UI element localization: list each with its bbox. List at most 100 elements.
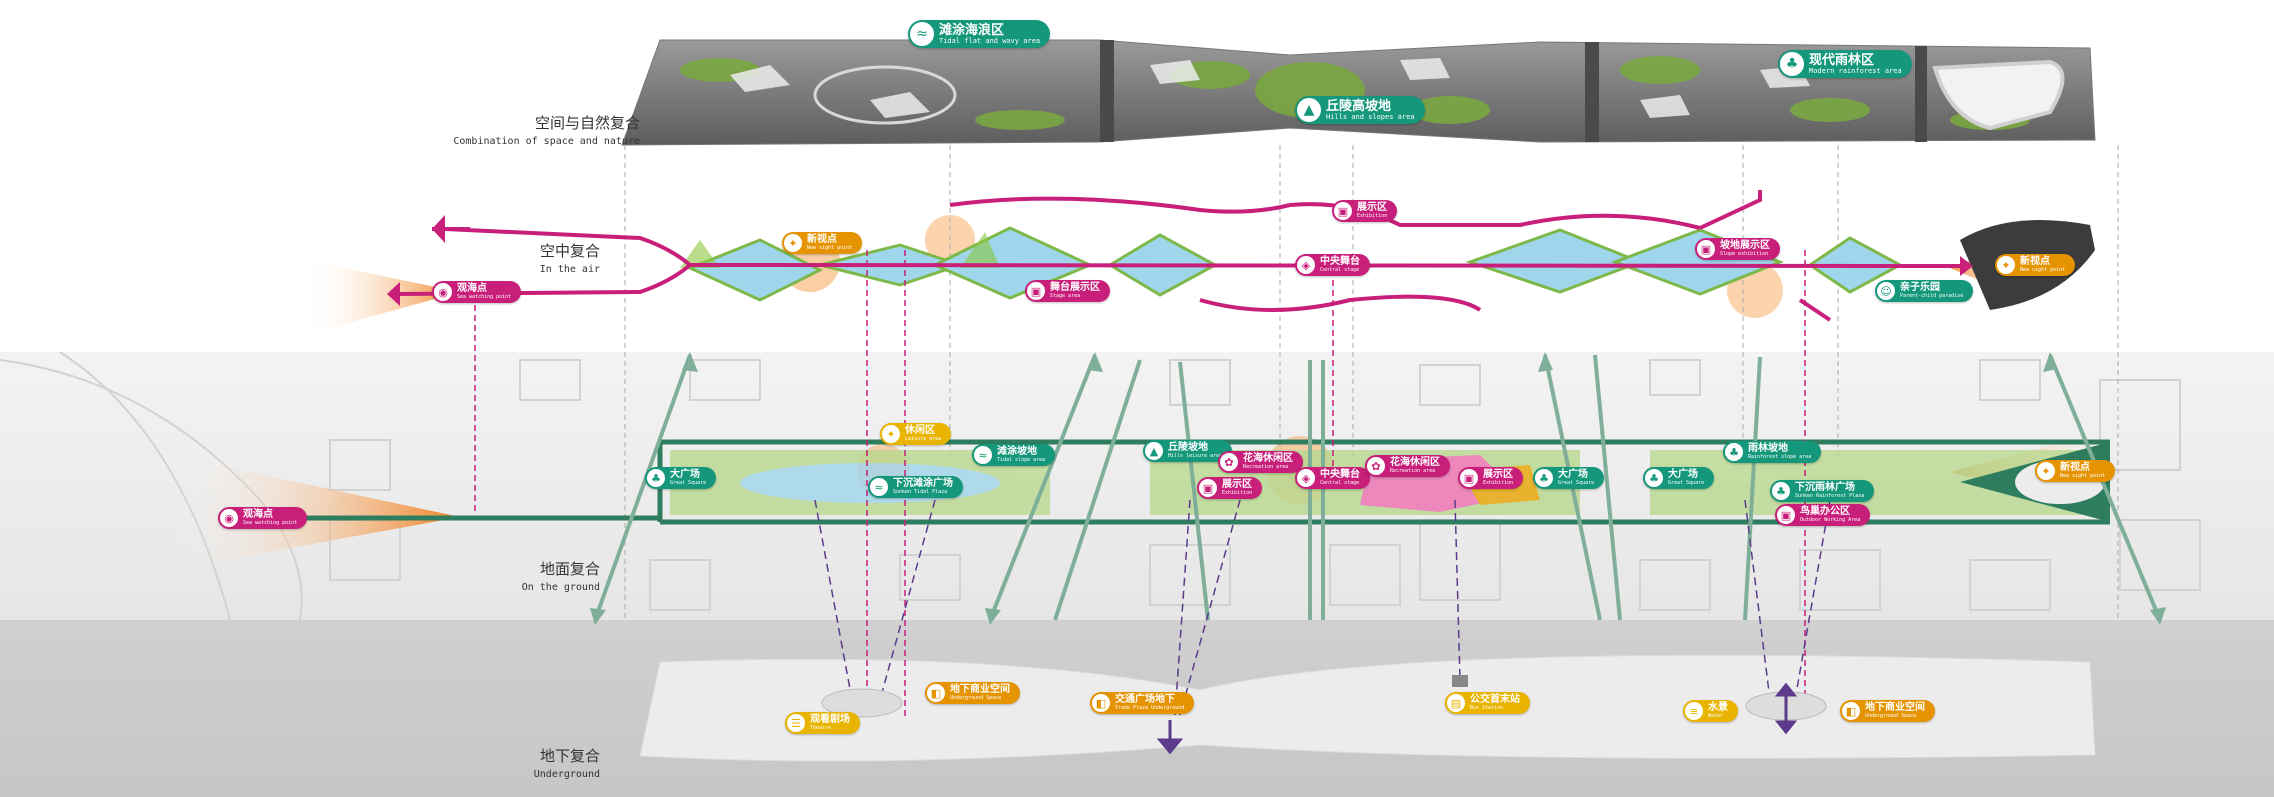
ground-tag-leisure[interactable]: ✦ 休闲区 Leisure area [880, 423, 952, 445]
eye-icon: ◉ [434, 283, 452, 301]
ground-tag-exhibit-left[interactable]: ▣ 展示区 Exhibition [1197, 477, 1263, 499]
underground-tag-office-cn: 公交首末站 [1470, 694, 1520, 705]
air-tag-stage-area[interactable]: ▣ 舞台展示区 Stage area [1025, 280, 1110, 302]
air-tag-paradise[interactable]: ☺ 亲子乐园 Parent-child paradise [1875, 280, 1974, 302]
ground-tag-great-square-mid[interactable]: ♣ 大广场 Great Square [1533, 467, 1605, 489]
ground-tag-newsight[interactable]: ✦ 新视点 New sight point [2035, 460, 2116, 482]
nature-tag-tidal-cn: 滩涂海浪区 [939, 22, 1005, 38]
ground-tag-viewing-en: Sea watching point [243, 520, 298, 526]
ground-tag-great-square-right[interactable]: ♣ 大广场 Great Square [1643, 467, 1715, 489]
ground-tag-exhibit-right[interactable]: ▣ 展示区 Exhibition [1458, 467, 1524, 489]
flower-icon: ✿ [1367, 457, 1385, 475]
underground-arrows [1156, 682, 1798, 755]
ground-tag-sunken-rainforest-cn: 下沉雨林广场 [1795, 482, 1855, 493]
star-icon: ✦ [1997, 256, 2015, 274]
nature-tag-rainforest-cn: 现代雨林区 [1809, 52, 1875, 68]
layer-title-air-cn: 空中复合 [539, 242, 600, 260]
eye-icon: ◉ [220, 509, 238, 527]
ground-tag-great-square-right-cn: 大广场 [1668, 469, 1698, 480]
ground-tag-leisure-en: Leisure area [905, 436, 942, 442]
nature-tag-hills-cn: 丘陵高坡地 [1326, 98, 1392, 114]
air-tag-slope-exhibit-cn: 坡地展示区 [1720, 240, 1770, 251]
bag-icon: ◧ [927, 684, 945, 702]
ground-arrow-heads [590, 352, 2166, 625]
air-tag-viewing-en: Sea watching point [457, 294, 512, 300]
nature-tag-tidal[interactable]: ≈ 滩涂海浪区 Tidal flat and wavy area [908, 20, 1051, 48]
ground-tag-flower-left-en: Recreation area [1243, 464, 1289, 470]
roof-oval-track [1932, 59, 2065, 131]
ground-tag-flower-left-cn: 花海休闲区 [1243, 453, 1293, 464]
air-tag-newsight[interactable]: ✦ 新视点 New sight point [782, 232, 863, 254]
purple-connectors [814, 499, 1831, 716]
ground-tag-flower-right[interactable]: ✿ 花海休闲区 Recreation area [1365, 455, 1450, 477]
nature-tag-rainforest[interactable]: ♣ 现代雨林区 Modern rainforest area [1778, 50, 1912, 78]
air-arrow-right [1960, 256, 1973, 276]
layer-title-underground-cn: 地下复合 [539, 747, 600, 765]
air-tag-viewing[interactable]: ◉ 观海点 Sea watching point [432, 281, 522, 303]
air-tag-slope-exhibit-en: Slope exhibition [1720, 251, 1769, 257]
ground-tag-sunken-tidal[interactable]: ≈ 下沉滩涂广场 Sunken Tidal Plaza [868, 476, 963, 498]
underground-tag-theatre-en: Theatre [810, 725, 832, 731]
layer-title-nature-en: Combination of space and nature [453, 136, 640, 147]
ground-tag-viewing-cn: 观海点 [243, 509, 273, 520]
ground-tag-viewing[interactable]: ◉ 观海点 Sea watching point [218, 507, 308, 529]
ground-tag-great-square-mid-cn: 大广场 [1558, 469, 1588, 480]
nature-tag-tidal-en: Tidal flat and wavy area [939, 36, 1041, 45]
tree-icon: ♣ [1780, 52, 1804, 76]
air-tag-exhibit-top-en: Exhibition [1357, 213, 1388, 219]
ground-tag-rainforest-slope[interactable]: ♣ 雨林坡地 Rainforest slope area [1723, 441, 1822, 463]
air-tag-central[interactable]: ◈ 中央舞台 Central stage [1295, 254, 1370, 276]
air-tag-newsight-en: New sight point [807, 245, 853, 251]
air-tag-endpoint[interactable]: ✦ 新视点 New sight point [1995, 254, 2076, 276]
air-tag-stage-area-cn: 舞台展示区 [1050, 282, 1100, 293]
underground-tag-cross-square[interactable]: ◧ 交通广场地下 Trade Plaza Underground [1090, 692, 1195, 714]
ground-tag-great-square-left-en: Great Square [670, 480, 707, 486]
ground-tag-bird-office[interactable]: ▣ 鸟巢办公区 Outdoor Working Area [1775, 504, 1871, 526]
exhibit-icon: ▣ [1027, 282, 1045, 300]
ground-tag-flower-left[interactable]: ✿ 花海休闲区 Recreation area [1218, 451, 1303, 473]
ground-tag-tidal-slope-cn: 滩涂坡地 [997, 446, 1037, 457]
underground-tag-mall-right[interactable]: ◧ 地下商业空间 Underground Space [1840, 700, 1935, 722]
roof-road-1 [1100, 40, 1114, 142]
star-icon: ✦ [784, 234, 802, 252]
underground-tag-theatre[interactable]: ☰ 观看剧场 Theatre [785, 712, 860, 734]
air-tag-slope-exhibit[interactable]: ▣ 坡地展示区 Slope exhibition [1695, 238, 1780, 260]
air-arrow-left-2 [387, 282, 400, 306]
underground-tag-theatre-cn: 观看剧场 [810, 714, 850, 725]
ground-tag-sunken-rainforest[interactable]: ♣ 下沉雨林广场 Sunken Rainforest Plaza [1770, 480, 1875, 502]
underground-tag-mall-left[interactable]: ◧ 地下商业空间 Underground Space [925, 682, 1020, 704]
underground-tag-cross-square-en: Trade Plaza Underground [1115, 705, 1185, 711]
underground-slab [639, 654, 2096, 762]
ground-tag-hills-leisure[interactable]: ▲ 丘陵坡地 Hills leisure area [1143, 440, 1233, 462]
underground-tag-mall-left-cn: 地下商业空间 [950, 684, 1010, 695]
underground-tag-water[interactable]: ≡ 水景 Water [1683, 700, 1738, 722]
wave-icon: ≈ [974, 446, 992, 464]
ground-tag-rainforest-slope-en: Rainforest slope area [1748, 454, 1812, 460]
layer-title-ground: 地面复合 On the ground [300, 558, 600, 593]
star-icon: ✦ [882, 425, 900, 443]
ground-tag-central[interactable]: ◈ 中央舞台 Central stage [1295, 467, 1370, 489]
ground-tag-tidal-slope[interactable]: ≈ 滩涂坡地 Tidal slope area [972, 444, 1056, 466]
ground-tag-great-square-left[interactable]: ♣ 大广场 Great Square [645, 467, 717, 489]
ground-tag-central-cn: 中央舞台 [1320, 469, 1360, 480]
water-icon: ≡ [1685, 702, 1703, 720]
ground-tag-central-en: Central stage [1320, 480, 1360, 486]
air-tag-paradise-cn: 亲子乐园 [1900, 282, 1940, 293]
underground-disc-1 [821, 688, 903, 718]
underground-tag-water-en: Water [1708, 713, 1724, 719]
underground-tag-cross-square-cn: 交通广场地下 [1115, 694, 1175, 705]
bus-icon: ▤ [1447, 694, 1465, 712]
air-platforms [686, 226, 1904, 302]
nature-tag-hills[interactable]: ▲ 丘陵高坡地 Hills and slopes area [1295, 96, 1425, 124]
star-icon: ✦ [2037, 462, 2055, 480]
layer-title-air-en: In the air [539, 264, 600, 275]
air-tag-newsight-cn: 新视点 [807, 234, 837, 245]
ground-tag-newsight-cn: 新视点 [2060, 462, 2090, 473]
tree-icon: ♣ [647, 469, 665, 487]
air-tag-exhibit-top[interactable]: ▣ 展示区 Exhibition [1332, 200, 1398, 222]
ground-tag-exhibit-right-en: Exhibition [1483, 480, 1514, 486]
layer-title-nature: 空间与自然复合 Combination of space and nature [340, 112, 640, 147]
ground-tag-hills-leisure-en: Hills leisure area [1168, 453, 1223, 459]
underground-tag-office[interactable]: ▤ 公交首末站 Bus Station [1445, 692, 1530, 714]
flower-icon: ✿ [1220, 453, 1238, 471]
